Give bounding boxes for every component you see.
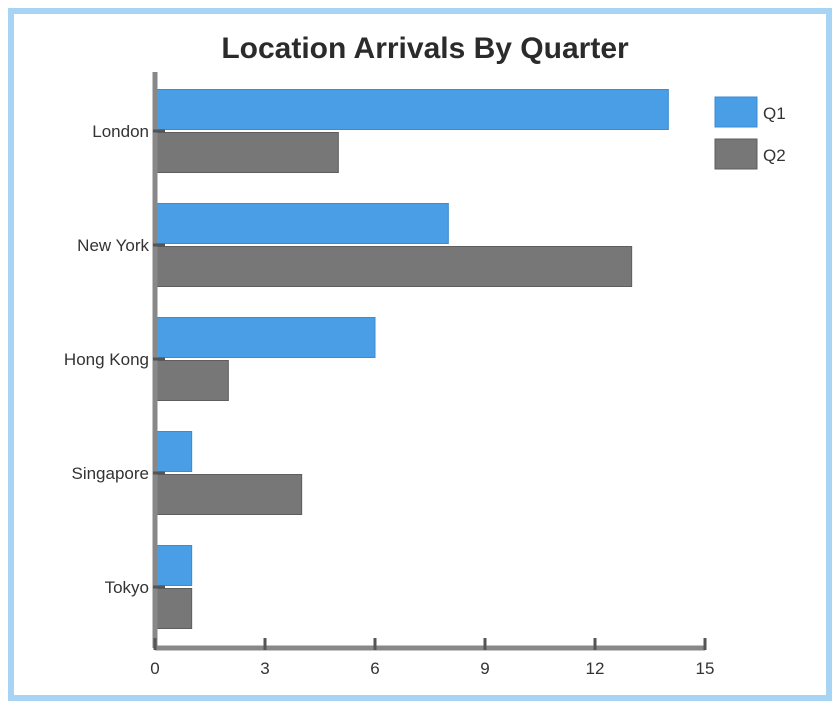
x-tick-label: 15 xyxy=(696,659,715,678)
x-tick-label: 9 xyxy=(480,659,489,678)
legend: Q1 Q2 xyxy=(714,96,786,170)
category-label: Hong Kong xyxy=(64,350,149,369)
legend-label-q2: Q2 xyxy=(763,146,786,165)
category-label: New York xyxy=(77,236,149,255)
bar-q1-london xyxy=(154,89,669,130)
x-axis-ticks: 0 3 6 9 12 15 xyxy=(150,638,714,678)
x-tick-label: 6 xyxy=(370,659,379,678)
bar-q2-tokyo xyxy=(154,588,193,629)
x-tick-label: 3 xyxy=(260,659,269,678)
bar-q2-new-york xyxy=(154,246,633,287)
bar-q2-hong-kong xyxy=(154,360,229,401)
category-label: London xyxy=(92,122,149,141)
bar-q1-hong-kong xyxy=(154,317,376,358)
x-tick-label: 12 xyxy=(586,659,605,678)
chart-title: Location Arrivals By Quarter xyxy=(221,32,629,65)
bars-layer xyxy=(154,89,669,629)
y-axis-category-labels: London New York Hong Kong Singapore Tokyo xyxy=(64,122,165,597)
legend-label-q1: Q1 xyxy=(763,104,786,123)
bar-q2-singapore xyxy=(154,474,303,515)
bar-q1-tokyo xyxy=(154,545,193,586)
bar-q1-singapore xyxy=(154,431,193,472)
bar-q1-new-york xyxy=(154,203,449,244)
legend-swatch-q1 xyxy=(714,96,758,128)
bar-q2-london xyxy=(154,132,339,173)
legend-swatch-q2 xyxy=(714,138,758,170)
category-label: Tokyo xyxy=(105,578,149,597)
x-tick-label: 0 xyxy=(150,659,159,678)
category-label: Singapore xyxy=(71,464,149,483)
